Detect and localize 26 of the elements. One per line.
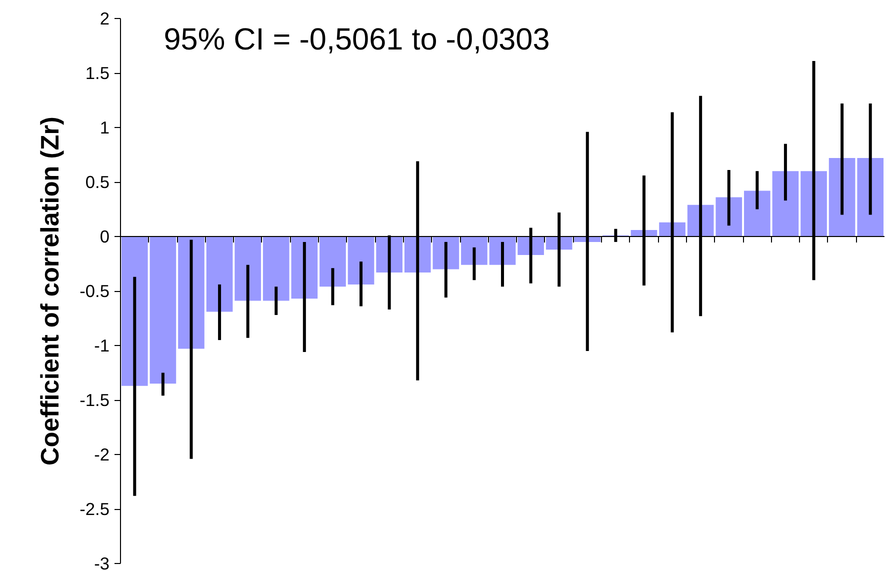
bar <box>857 158 884 236</box>
y-tick-label: 1 <box>100 118 110 138</box>
y-tick-label: -2 <box>94 444 110 464</box>
bar <box>262 236 290 301</box>
y-axis-title: Coefficient of correlation (Zr) <box>36 116 65 466</box>
bar <box>744 190 770 236</box>
y-tick-label: -1.5 <box>80 390 110 410</box>
y-tick-label: 0 <box>100 226 110 246</box>
bar <box>772 171 799 236</box>
bar <box>150 236 176 384</box>
chart-title: 95% CI = -0,5061 to -0,0303 <box>164 22 550 56</box>
y-tick-label: 1.5 <box>85 63 110 83</box>
y-tick-label: 2 <box>100 8 110 28</box>
bar <box>121 236 148 386</box>
y-tick-label: -0.5 <box>80 281 110 301</box>
bar <box>461 236 488 265</box>
y-tick-label: -1 <box>94 336 110 356</box>
bar <box>320 236 346 287</box>
bar <box>348 236 374 284</box>
y-tick-label: 0.5 <box>85 172 110 192</box>
y-tick-label: -3 <box>94 554 110 571</box>
bar <box>206 236 233 312</box>
bar <box>716 197 742 236</box>
y-tick-label: -2.5 <box>80 499 110 519</box>
bar <box>828 158 856 236</box>
bar <box>234 236 261 301</box>
